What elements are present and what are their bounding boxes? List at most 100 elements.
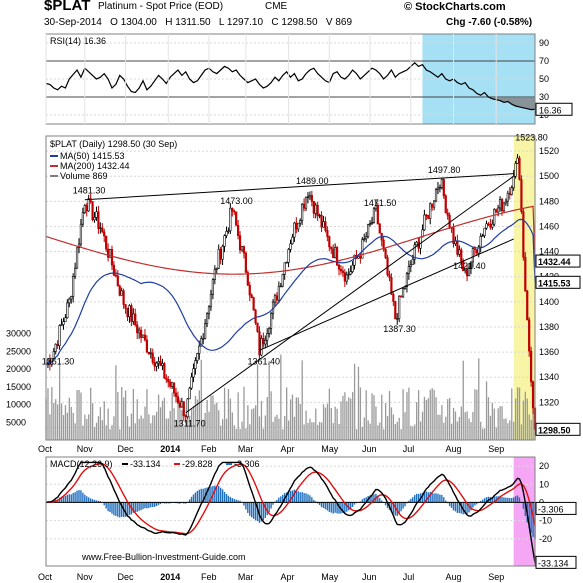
pivot-annotation: 1361.30 [42,356,75,366]
candle-body [467,267,471,277]
candle-body [302,203,306,209]
price-tick-label: 1340 [539,372,559,382]
volume-bar [163,397,166,440]
volume-bar [357,366,360,440]
candle-body [254,309,257,324]
pivot-annotation: 1421.40 [453,261,486,271]
volume-bar [487,397,490,440]
candle-body [237,224,240,236]
candle-body [264,339,267,345]
volume-bar [169,410,171,440]
candle-body [219,249,222,260]
ma50-line [45,218,536,366]
candle-body [337,264,341,270]
volume-bar [293,416,296,440]
volume-bar [367,420,369,440]
volume-bar [148,414,150,440]
candle-body [233,210,236,213]
macd-histogram-bar [379,498,381,503]
candle-body [514,163,517,177]
volume-bar [332,423,334,440]
volume-bar [402,389,404,440]
candle-body [204,323,207,339]
volume-bar [328,388,331,440]
volume-bar [258,416,261,440]
x-axis-label-top: Dec [118,444,135,454]
candle-body [79,223,83,245]
price-tick-label: 1480 [539,196,559,206]
candle-body [235,211,238,226]
macd-histogram-bar [423,491,426,503]
macd-histogram-bar [165,502,168,504]
candle-body [384,248,387,258]
volume-bar [406,392,408,440]
volume-bar [47,388,49,440]
x-axis-label-bottom: Mar [238,572,254,582]
candle-body [77,243,81,249]
macd-histogram-bar [254,502,257,521]
candle-body [85,205,88,212]
volume-bar [159,407,162,440]
volume-bar [501,406,503,440]
volume-bar [173,408,175,440]
volume-bar [472,411,474,440]
macd-histogram-bar [476,502,478,505]
candle-body [202,338,205,340]
macd-histogram-bar [301,492,303,503]
candle-body [432,200,436,208]
macd-histogram-bar [132,502,135,513]
macd-histogram-bar [126,502,129,517]
volume-bar [379,422,381,440]
price-title: $PLAT (Daily) 1298.50 (30 Sep) [50,139,177,149]
macd-histogram-bar [280,496,282,503]
candle-body [196,353,199,361]
volume-bar [478,358,480,440]
macd-histogram-bar [157,502,160,505]
candle-body [99,227,102,229]
volume-bar [286,387,288,440]
pivot-annotation: 1473.00 [220,196,253,206]
candle-body [60,324,63,326]
volume-bar [291,394,294,440]
volume-bar [491,402,494,440]
macd-histogram-bar [437,493,439,503]
macd-histogram-bar [293,489,296,503]
macd-legend-entry: -33.134 [130,459,161,469]
volume-bar [307,423,309,440]
macd-histogram-bar [115,502,117,516]
volume-bar [121,386,123,440]
macd-histogram-bar [113,502,115,516]
volume-bar [109,429,111,440]
volume-tick-label: 30000 [6,329,31,339]
macd-histogram-bar [518,497,521,503]
macd-histogram-bar [270,502,272,509]
candle-body [250,294,253,298]
candle-body [376,204,379,225]
candle-body [504,200,507,204]
volume-bar [532,392,534,440]
volume-bar [346,401,348,440]
volume-bar [449,397,451,440]
macd-histogram-bar [192,494,195,503]
candle-body [273,295,277,303]
macd-histogram-bar [377,495,379,503]
candle-body [101,227,104,233]
macd-histogram-bar [365,497,367,503]
candle-body [372,208,376,223]
volume-tick-label: 15000 [6,382,31,392]
macd-histogram-bar [468,502,470,513]
candle-body [221,246,224,260]
candle-body [516,157,519,164]
candle-body [299,220,302,224]
rsi-tick-label: 30 [539,92,549,102]
macd-histogram-bar [305,493,307,503]
volume-bar [408,387,410,440]
candle-body [295,222,298,230]
macd-histogram-bar [140,502,142,511]
macd-histogram-bar [334,502,336,513]
candle-body [256,322,259,332]
volume-bar [433,389,435,440]
macd-histogram-bar [386,502,389,509]
candle-body [159,361,162,366]
candle-body [347,273,350,276]
